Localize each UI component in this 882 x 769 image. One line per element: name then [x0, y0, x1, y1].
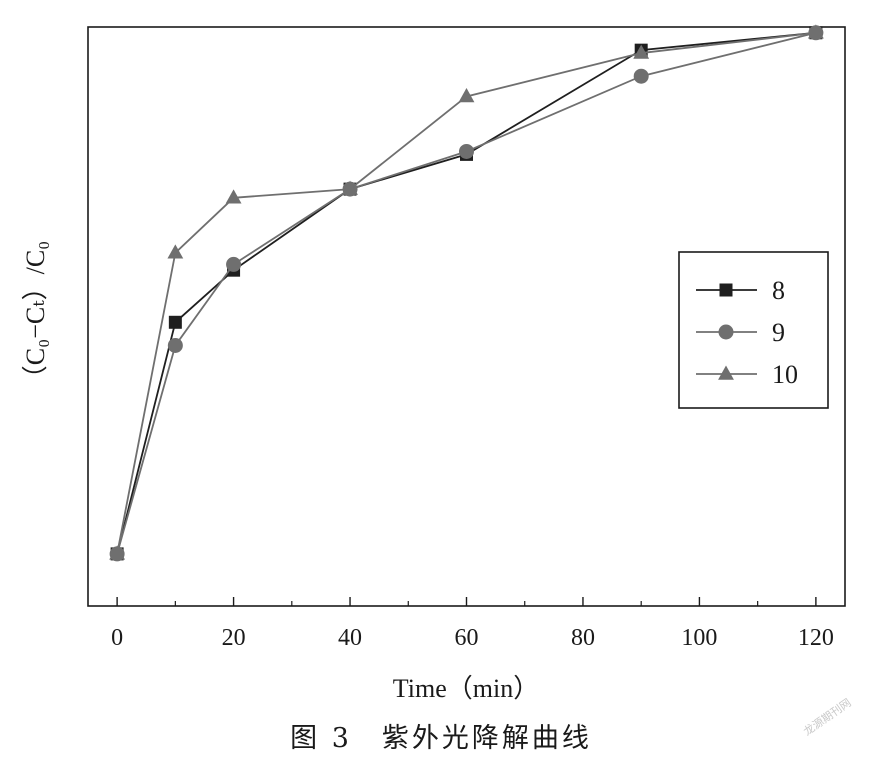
legend-item: 10	[696, 360, 798, 389]
x-tick-label: 40	[338, 625, 362, 651]
series-10	[109, 24, 824, 560]
circle-marker	[718, 324, 734, 340]
triangle-marker	[807, 24, 824, 39]
legend-label: 9	[772, 318, 785, 347]
square-marker	[168, 315, 182, 329]
legend-label: 10	[772, 360, 798, 389]
x-tick-label: 80	[571, 625, 595, 651]
circle-marker	[633, 68, 649, 84]
legend-box	[678, 251, 829, 409]
circle-marker	[459, 143, 474, 159]
series-layer	[109, 24, 824, 562]
circle-marker	[226, 256, 242, 272]
triangle-marker	[225, 189, 242, 204]
x-tick-label: 0	[111, 625, 123, 651]
x-tick-label: 120	[798, 625, 834, 651]
x-tick-label: 100	[681, 625, 717, 651]
triangle-marker	[342, 180, 358, 195]
legend-items: 8 9 10	[696, 276, 798, 389]
triangle-marker	[633, 44, 650, 59]
triangle-marker	[458, 88, 475, 103]
legend: 8 9 10	[678, 251, 829, 409]
square-marker	[719, 283, 733, 297]
legend-item: 9	[696, 318, 785, 347]
triangle-marker	[718, 365, 734, 380]
figure-caption: 图 3 紫外光降解曲线	[290, 723, 592, 754]
degradation-chart: 0 20 40 60 80 100 120 Time（min） （C₀−Cₜ）/C₀ 8 9 1…	[21, 24, 846, 703]
x-axis-ticks: 0 20 40 60 80 100 120	[111, 597, 834, 651]
x-tick-label: 60	[455, 625, 479, 651]
circle-marker	[167, 337, 183, 353]
legend-item: 8	[696, 276, 785, 305]
legend-label: 8	[772, 276, 785, 305]
x-tick-label: 20	[222, 625, 246, 651]
y-axis-label: （C₀−Cₜ）/C₀	[21, 241, 50, 391]
triangle-marker	[109, 545, 126, 560]
triangle-marker	[167, 244, 184, 259]
x-axis-label: Time（min）	[393, 674, 539, 703]
